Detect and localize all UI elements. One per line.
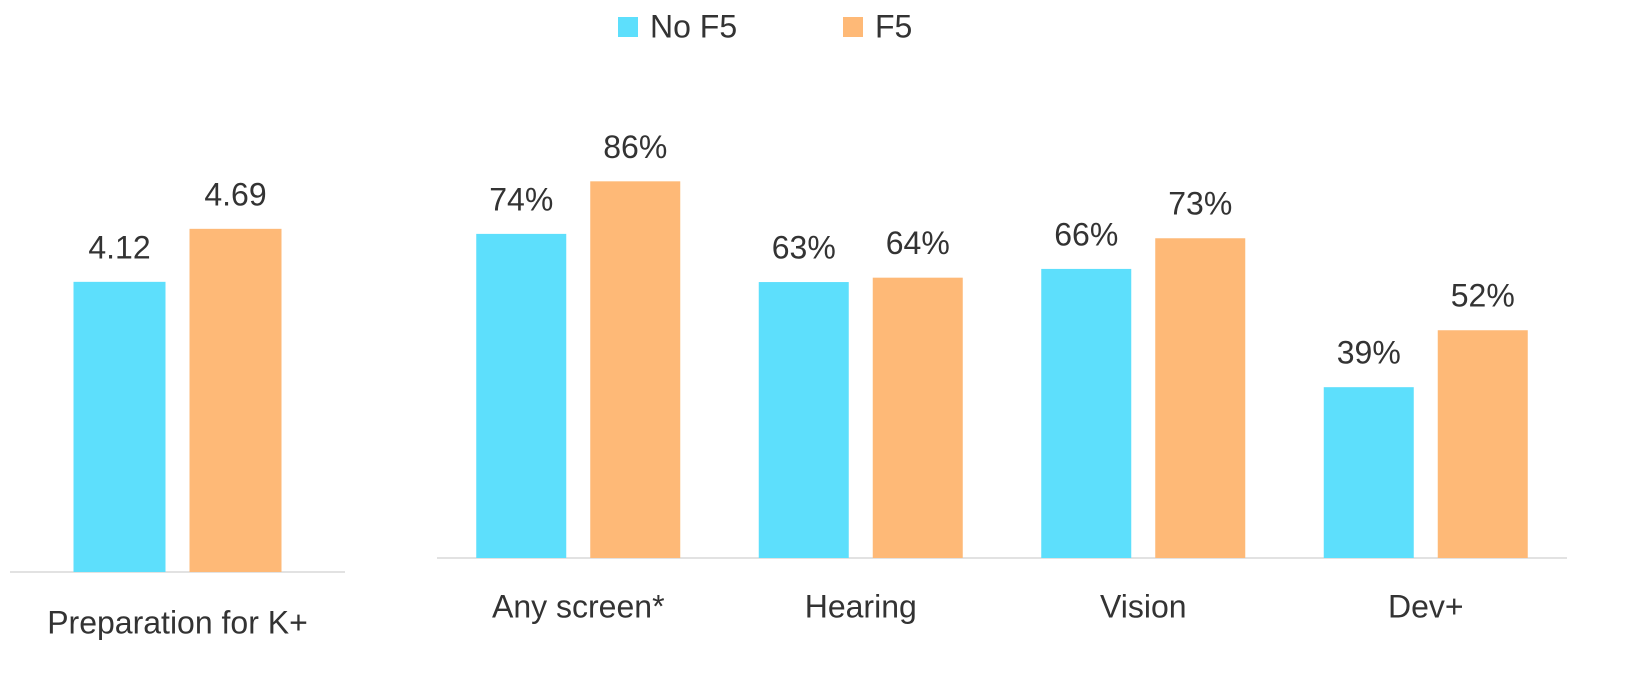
- data-label: 63%: [772, 230, 836, 266]
- legend-label: No F5: [650, 8, 737, 44]
- bar: [758, 282, 849, 558]
- data-label: 86%: [603, 129, 667, 165]
- data-label: 4.12: [88, 229, 150, 265]
- bar: [872, 277, 963, 558]
- legend-swatch: [843, 17, 863, 37]
- x-tick-label: Dev+: [1388, 588, 1464, 624]
- data-label: 4.69: [204, 176, 266, 212]
- data-label: 64%: [886, 225, 950, 261]
- bar: [1041, 268, 1132, 558]
- bar: [73, 281, 166, 572]
- data-label: 73%: [1168, 186, 1232, 222]
- legend-swatch: [618, 17, 638, 37]
- bar: [1323, 387, 1414, 558]
- data-label: 66%: [1054, 216, 1118, 252]
- x-tick-label: Preparation for K+: [47, 604, 308, 640]
- x-tick-label: Any screen*: [492, 588, 665, 624]
- bar: [1437, 330, 1528, 558]
- bar: [189, 228, 282, 572]
- data-label: 39%: [1337, 335, 1401, 371]
- bar: [590, 181, 681, 558]
- data-label: 74%: [489, 181, 553, 217]
- legend-label: F5: [875, 8, 912, 44]
- x-tick-label: Hearing: [805, 588, 917, 624]
- bar: [476, 233, 567, 558]
- data-label: 52%: [1451, 278, 1515, 314]
- bar: [1155, 238, 1246, 558]
- x-tick-label: Vision: [1100, 588, 1187, 624]
